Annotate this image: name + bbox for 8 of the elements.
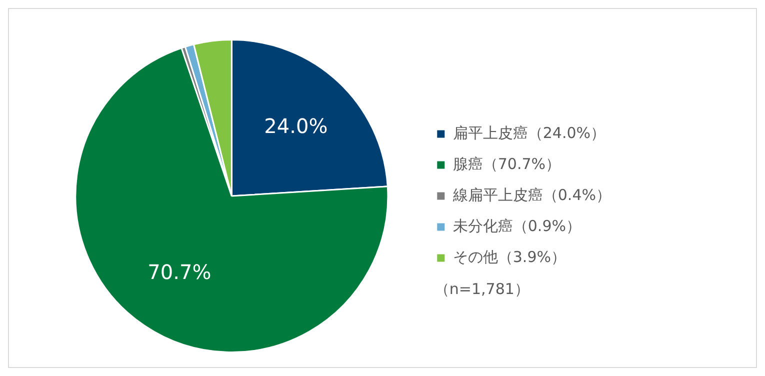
- data-label: 24.0%: [264, 114, 328, 138]
- data-label: 70.7%: [148, 260, 212, 284]
- legend-label: 線扁平上皮癌（0.4%）: [452, 186, 611, 204]
- legend-label: 腺癌（70.7%）: [452, 154, 561, 173]
- legend-label: 扁平上皮癌（24.0%）: [452, 124, 606, 142]
- legend-label: その他（3.9%）: [452, 248, 566, 266]
- legend-label: 未分化癌（0.9%）: [452, 216, 581, 235]
- text: （n=1,781）: [434, 280, 530, 298]
